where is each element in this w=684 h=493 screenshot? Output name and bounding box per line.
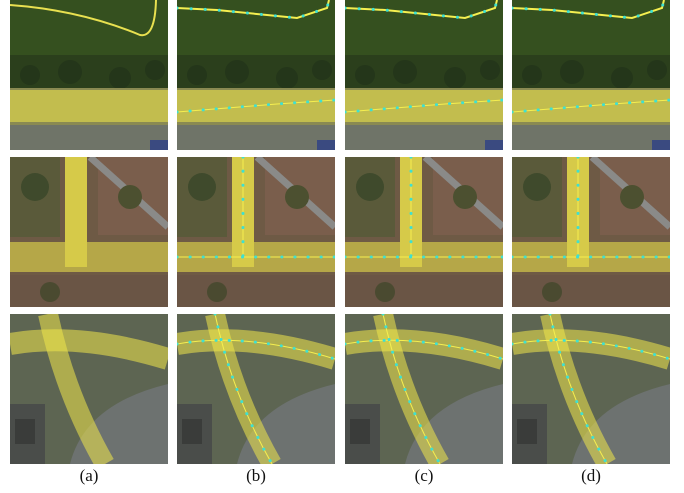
road-mask [10, 90, 168, 122]
column [177, 0, 335, 464]
tile [512, 157, 670, 307]
image-grid [0, 0, 684, 465]
caption: (b) [216, 466, 296, 486]
tile [512, 0, 670, 150]
tile [345, 0, 503, 150]
figure: (a) (b) (c) (d) [0, 0, 684, 493]
column [512, 0, 670, 464]
tile [177, 157, 335, 307]
tile [10, 0, 168, 150]
caption: (a) [49, 466, 129, 486]
tile [10, 157, 168, 307]
tile [177, 0, 335, 150]
caption: (c) [384, 466, 464, 486]
tile [345, 157, 503, 307]
column [345, 0, 503, 464]
caption: (d) [551, 466, 631, 486]
